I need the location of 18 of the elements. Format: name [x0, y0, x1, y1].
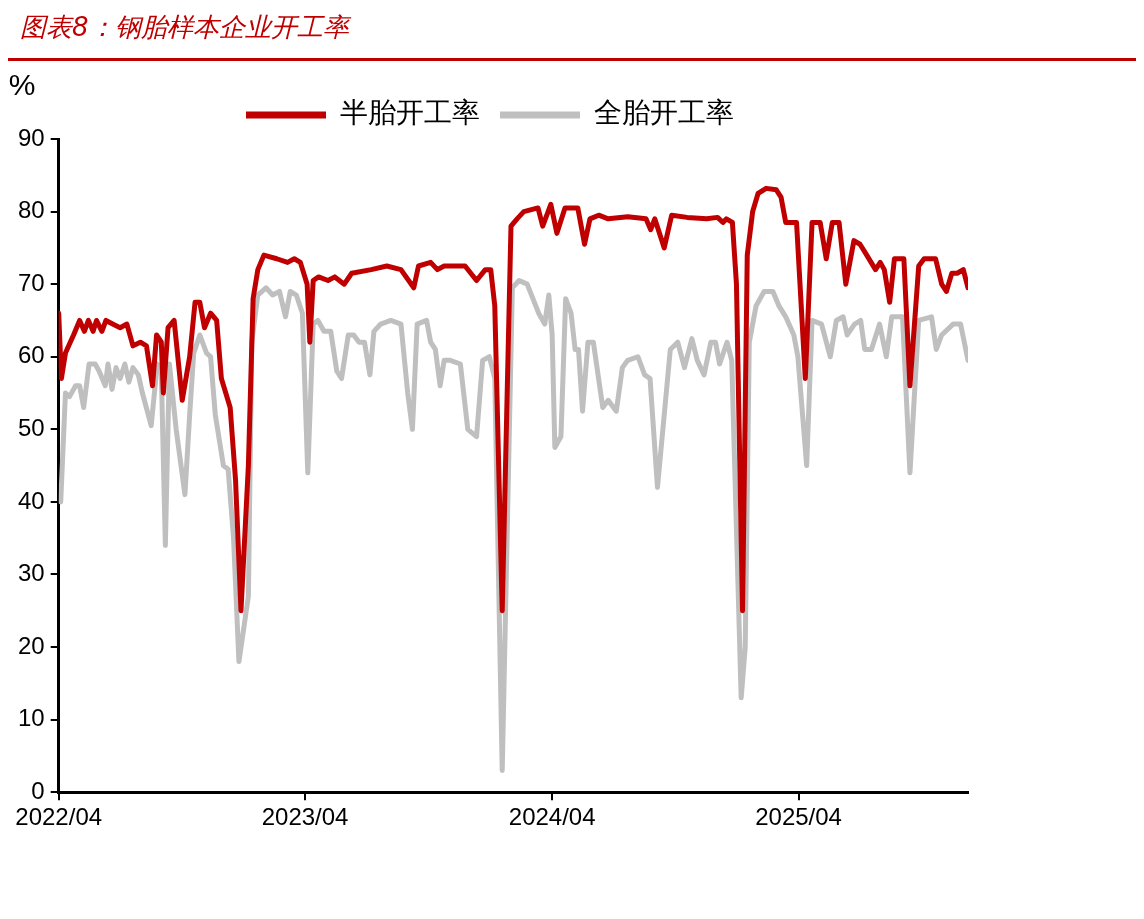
y-tick-label: 60 [17, 341, 45, 369]
x-tick-label: 2023/04 [261, 803, 349, 831]
x-tick-label: 2025/04 [755, 803, 842, 831]
x-tick-label: 2024/04 [508, 803, 596, 831]
chart-title: 图表8：钢胎样本企业开工率 [19, 11, 353, 44]
y-tick-label: 80 [17, 196, 45, 224]
y-tick-label: 70 [17, 268, 45, 296]
x-tick-label: 2022/04 [15, 803, 103, 831]
y-tick-label: 30 [17, 559, 45, 587]
legend-label: 全胎开工率 [594, 96, 734, 130]
y-tick-label: 90 [17, 123, 45, 151]
y-tick-label: 0 [31, 776, 45, 804]
y-tick-label: 40 [17, 486, 45, 514]
y-tick-label: 50 [17, 413, 45, 441]
legend-label: 半胎开工率 [340, 96, 480, 130]
y-tick-label: 20 [17, 631, 45, 659]
y-tick-label: 10 [17, 704, 45, 732]
y-axis-title: % [8, 68, 36, 101]
